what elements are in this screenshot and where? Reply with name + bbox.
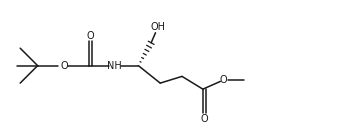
Text: OH: OH <box>151 22 166 32</box>
Text: O: O <box>220 75 228 85</box>
Text: O: O <box>60 61 68 71</box>
Text: NH: NH <box>107 61 121 71</box>
Text: O: O <box>86 31 94 41</box>
Text: O: O <box>200 114 208 124</box>
